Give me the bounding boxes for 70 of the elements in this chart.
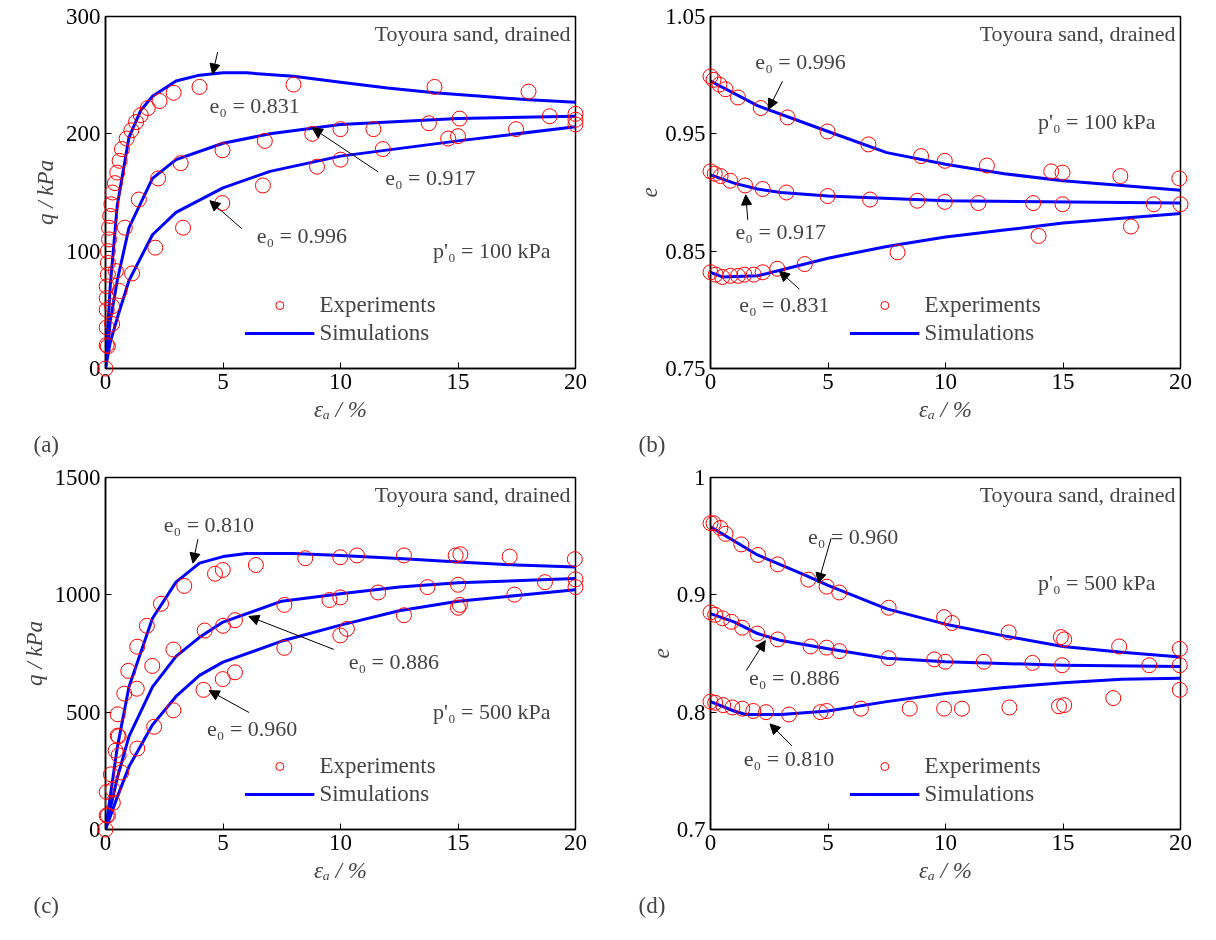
y-tick-label: 1 [694, 465, 706, 490]
legend-label: Simulations [319, 320, 430, 346]
annotation: e₀ = 0.960 [206, 716, 298, 742]
annotation: p'₀ = 500 kPa [432, 699, 551, 724]
y-axis-title: e [637, 187, 663, 198]
annotation: e₀ = 0.810 [743, 746, 835, 772]
annotation: e₀ = 0.886 [749, 665, 840, 691]
y-tick-label: 0.8 [676, 699, 706, 725]
y-tick-label: 100 [66, 238, 101, 264]
x-tick-label: 20 [564, 368, 587, 394]
legend-label: Simulations [924, 320, 1035, 346]
annotation: Toyoura sand, drained [374, 482, 571, 507]
x-tick-label: 10 [934, 829, 957, 855]
legend-label: Experiments [924, 292, 1041, 318]
y-tick-label: 200 [66, 121, 101, 147]
y-tick-label: 0.9 [676, 582, 706, 608]
annotation: e₀ = 0.886 [348, 648, 440, 674]
x-axis-title: εₐ / % [314, 396, 367, 422]
x-tick-label: 5 [822, 829, 834, 855]
y-axis-title: q / kPa [21, 620, 47, 687]
y-axis-title: q / kPa [33, 159, 58, 226]
annotation: e₀ = 0.917 [385, 165, 476, 191]
y-tick-label: 1000 [54, 582, 101, 608]
legend-label: Simulations [319, 781, 430, 807]
x-tick-label: 10 [329, 368, 352, 394]
y-tick-label: 0.95 [665, 121, 706, 147]
text: (a) [33, 431, 60, 457]
legend-label: Experiments [319, 753, 436, 779]
y-tick-label: 300 [66, 4, 101, 29]
text: (c) [33, 892, 60, 918]
y-axis-title: e [648, 648, 674, 659]
annotation: Toyoura sand, drained [374, 21, 571, 46]
annotation: e₀ = 0.996 [755, 48, 846, 74]
text: (b) [638, 431, 666, 457]
x-tick-label: 20 [564, 829, 587, 855]
y-tick-label: 0.7 [676, 817, 706, 842]
legend-label: Simulations [924, 781, 1035, 807]
y-tick-label: 500 [66, 699, 101, 725]
x-tick-label: 5 [822, 368, 834, 394]
x-tick-label: 10 [934, 368, 957, 394]
annotation: p'₀ = 100 kPa [432, 238, 551, 263]
text: (d) [638, 892, 666, 918]
y-tick-label: 0.85 [665, 238, 706, 264]
x-tick-label: 15 [1051, 368, 1075, 394]
x-axis-title: εₐ / % [919, 857, 972, 883]
y-tick-label: 1.05 [665, 4, 706, 29]
annotation: p'₀ = 100 kPa [1037, 109, 1156, 134]
y-tick-label: 1500 [54, 465, 101, 490]
legend-label: Experiments [319, 292, 436, 318]
x-tick-label: 5 [217, 368, 229, 394]
annotation: e₀ = 0.917 [735, 219, 826, 245]
x-tick-label: 15 [446, 368, 470, 394]
annotation: e₀ = 0.996 [256, 223, 348, 249]
annotation: e₀ = 0.810 [163, 511, 255, 537]
annotation: Toyoura sand, drained [979, 482, 1176, 507]
annotation: Toyoura sand, drained [979, 21, 1176, 46]
annotation: e₀ = 0.831 [739, 291, 830, 317]
x-axis-title: εₐ / % [919, 396, 972, 422]
x-tick-label: 20 [1169, 368, 1192, 394]
x-tick-label: 5 [217, 829, 229, 855]
legend-label: Experiments [924, 753, 1041, 779]
annotation: p'₀ = 500 kPa [1037, 570, 1156, 595]
annotation: e₀ = 0.831 [209, 93, 300, 119]
x-tick-label: 15 [446, 829, 470, 855]
annotation: e₀ = 0.960 [807, 523, 899, 549]
x-tick-label: 15 [1051, 829, 1075, 855]
x-tick-label: 10 [329, 829, 352, 855]
x-tick-label: 20 [1169, 829, 1192, 855]
y-tick-label: 0.75 [665, 356, 706, 381]
x-axis-title: εₐ / % [314, 857, 367, 883]
